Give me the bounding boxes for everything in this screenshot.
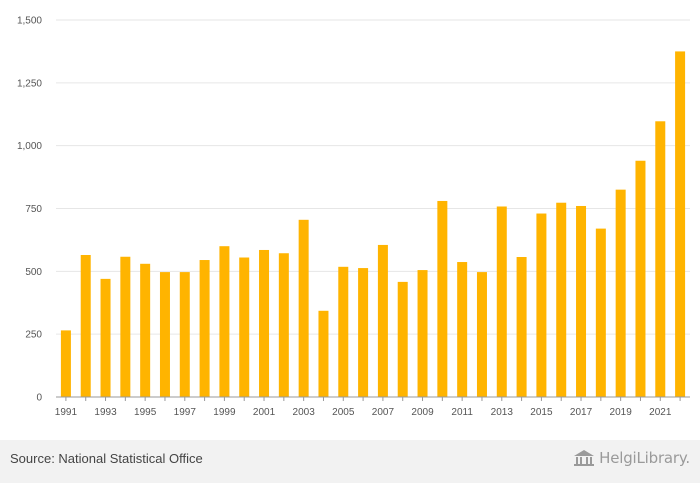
bar-2003[interactable] [298, 219, 309, 397]
bar-2005[interactable] [338, 266, 349, 397]
x-tick-label: 1993 [94, 407, 117, 418]
bar-2020[interactable] [635, 160, 646, 397]
bar-1998[interactable] [199, 260, 210, 397]
x-tick-label: 2005 [332, 407, 355, 418]
x-tick-label: 2013 [491, 407, 514, 418]
y-tick-label: 500 [25, 267, 42, 278]
bar-1994[interactable] [120, 256, 131, 397]
bar-2002[interactable] [278, 253, 289, 397]
bar-1996[interactable] [159, 272, 170, 397]
bar-2006[interactable] [358, 268, 369, 397]
bar-2004[interactable] [318, 310, 329, 397]
x-tick-label: 2001 [253, 407, 276, 418]
bar-2001[interactable] [259, 249, 270, 397]
y-tick-label: 1,250 [17, 78, 42, 89]
x-tick-label: 2009 [411, 407, 434, 418]
x-tick-label: 1991 [55, 407, 78, 418]
bar-1993[interactable] [100, 278, 111, 397]
x-axis-labels: 1991 1993 1995 1997 1999 2001 2003 2005 2007 2009… [55, 407, 672, 418]
bar-2011[interactable] [457, 262, 468, 397]
chart-footer: Source: National Statistical Office Helg… [0, 440, 700, 483]
x-tick-label: 2003 [293, 407, 316, 418]
y-tick-label: 0 [36, 393, 42, 404]
x-tick-label: 1999 [213, 407, 236, 418]
bar-2007[interactable] [377, 244, 388, 397]
gridlines [56, 19, 690, 335]
bar-2016[interactable] [556, 202, 567, 397]
bar-1991[interactable] [60, 330, 71, 397]
x-tick-label: 2007 [372, 407, 395, 418]
bar-2021[interactable] [655, 121, 666, 398]
x-tick-label: 1997 [174, 407, 197, 418]
bar-1997[interactable] [179, 272, 190, 397]
bar-1999[interactable] [219, 246, 230, 397]
x-tick-label: 2011 [451, 407, 473, 418]
y-tick-label: 250 [25, 330, 42, 341]
bar-2015[interactable] [536, 213, 547, 397]
x-axis [56, 396, 690, 401]
bars [60, 51, 686, 398]
y-axis-labels: 0 250 500 750 1,000 1,250 1,500 [17, 16, 42, 404]
helgilibrary-logo[interactable]: HelgiLibrary. [573, 449, 690, 467]
bar-2014[interactable] [516, 257, 527, 397]
bar-1992[interactable] [80, 254, 91, 397]
x-tick-label: 2021 [649, 407, 672, 418]
bar-2017[interactable] [576, 205, 587, 397]
library-building-icon [574, 450, 595, 466]
bar-2008[interactable] [397, 281, 408, 397]
bar-2013[interactable] [496, 206, 507, 397]
y-tick-label: 750 [25, 204, 42, 215]
bar-2009[interactable] [417, 270, 428, 397]
bar-2019[interactable] [615, 189, 626, 397]
bar-1995[interactable] [140, 263, 151, 397]
y-tick-label: 1,000 [17, 141, 42, 152]
y-tick-label: 1,500 [17, 16, 42, 27]
x-tick-label: 2019 [610, 407, 633, 418]
x-tick-label: 2015 [530, 407, 553, 418]
bar-2012[interactable] [476, 272, 487, 397]
x-tick-label: 1995 [134, 407, 157, 418]
bar-2000[interactable] [239, 257, 250, 397]
x-tick-label: 2017 [570, 407, 593, 418]
bar-2010[interactable] [437, 200, 448, 397]
brand-text: HelgiLibrary. [599, 449, 690, 467]
bar-2018[interactable] [595, 228, 606, 397]
source-note: Source: National Statistical Office [10, 451, 203, 466]
bar-2022[interactable] [675, 51, 686, 398]
